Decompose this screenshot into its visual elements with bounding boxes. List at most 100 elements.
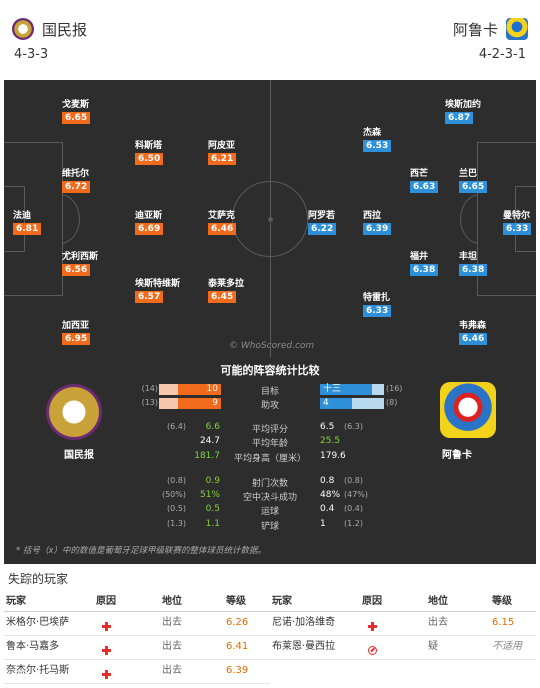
home-player[interactable]: 迪亚斯 6.69 — [135, 211, 164, 235]
home-player[interactable]: 阿皮亚 6.21 — [208, 141, 237, 165]
player-rating: 6.81 — [13, 223, 42, 235]
nacional-crest-icon — [46, 384, 102, 440]
away-team-name[interactable]: 阿鲁卡 — [452, 20, 498, 39]
league-avg-home: (1.3) — [167, 519, 186, 528]
status: 出去 — [428, 617, 448, 628]
away-team-header[interactable]: 阿鲁卡 — [453, 18, 528, 40]
away-player[interactable]: 韦弗森 6.46 — [459, 321, 488, 345]
stat-row-goals: (14) 10 目标 十三 (16) — [4, 384, 536, 397]
rating: 不适用 — [492, 641, 522, 652]
away-player[interactable]: 西芒 6.63 — [410, 166, 439, 193]
arouca-crest-icon — [506, 18, 528, 40]
league-avg-away: (6.3) — [344, 422, 363, 431]
stat-label: 空中决斗成功 — [242, 493, 297, 503]
home-player[interactable]: 法迪 6.81 — [13, 208, 42, 235]
home-player[interactable]: 埃斯特维斯 6.57 — [135, 279, 181, 303]
col-reason[interactable]: 原因 — [362, 596, 382, 607]
table-header: 玩家 原因 地位 等级 — [270, 592, 536, 612]
col-status[interactable]: 地位 — [428, 596, 448, 607]
away-value: 25.5 — [320, 436, 341, 446]
match-header: 国民报 4-3-3 阿鲁卡 4-2-3-1 — [0, 0, 540, 80]
league-avg-home: (14) — [141, 384, 158, 393]
watermark: © WhoScored.com — [229, 341, 315, 351]
missing-players-title: 失踪的玩家 — [8, 572, 69, 586]
player-name[interactable]: 米格尔·巴埃萨 — [6, 617, 70, 628]
player-rating: 6.53 — [363, 140, 392, 152]
away-player[interactable]: 埃斯加约 6.87 — [445, 100, 482, 124]
league-avg-home: (0.5) — [167, 504, 186, 513]
home-player[interactable]: 尤利西斯 6.56 — [62, 252, 99, 276]
stat-row: (6.4) 6.6 平均评分 6.5 (6.3) — [4, 422, 536, 435]
home-value: 24.7 — [199, 436, 220, 446]
home-bar: 9 — [159, 398, 221, 409]
player-name[interactable]: 尼诺·加洛维奇 — [272, 617, 336, 628]
away-value: 0.4 — [320, 504, 335, 514]
home-player[interactable]: 泰莱多拉 6.45 — [208, 279, 245, 303]
away-formation: 4-2-3-1 — [478, 47, 526, 62]
player-name[interactable]: 鲁本·马嘉多 — [6, 641, 60, 652]
league-avg-away: (8) — [386, 398, 398, 407]
col-player[interactable]: 玩家 — [6, 596, 26, 607]
table-row: 鲁本·马嘉多 出去 6.41 — [4, 636, 270, 660]
status: 疑 — [428, 641, 438, 652]
home-team-label: 国民报 — [64, 450, 94, 461]
away-player[interactable]: 西拉 6.39 — [363, 208, 392, 235]
missing-table-away: 玩家 原因 地位 等级 尼诺·加洛维奇 出去 6.15 布莱恩·曼西拉 疑 不适… — [270, 592, 536, 660]
league-avg-away: (1.2) — [344, 519, 363, 528]
away-player[interactable]: 兰巴 6.65 — [459, 166, 488, 193]
away-player[interactable]: 丰坦 6.38 — [459, 249, 488, 276]
status: 出去 — [162, 641, 182, 652]
col-rating[interactable]: 等级 — [492, 596, 512, 607]
away-value: 179.6 — [320, 451, 346, 461]
home-player[interactable]: 戈麦斯 6.65 — [62, 100, 91, 124]
away-value: 6.5 — [320, 422, 335, 432]
col-player[interactable]: 玩家 — [272, 596, 292, 607]
player-rating: 6.33 — [363, 305, 392, 317]
injury-cross-icon — [368, 622, 377, 631]
home-bar: 10 — [159, 384, 221, 395]
col-reason[interactable]: 原因 — [96, 596, 116, 607]
away-player[interactable]: 特雷扎 6.33 — [363, 293, 392, 317]
home-formation: 4-3-3 — [14, 47, 49, 62]
player-rating: 6.69 — [135, 223, 164, 235]
col-status[interactable]: 地位 — [162, 596, 182, 607]
league-avg-home: (13) — [141, 398, 158, 407]
home-player[interactable]: 艾萨克 6.46 — [208, 211, 237, 235]
nacional-crest-icon — [12, 18, 34, 40]
player-name[interactable]: 布莱恩·曼西拉 — [272, 641, 336, 652]
home-player[interactable]: 科斯塔 6.50 — [135, 141, 164, 165]
status: 出去 — [162, 665, 182, 676]
league-avg-home: (0.8) — [167, 476, 186, 485]
league-avg-home: (6.4) — [167, 422, 186, 431]
league-avg-away: (0.4) — [344, 504, 363, 513]
status: 出去 — [162, 617, 182, 628]
pitch: 戈麦斯 6.65 科斯塔 6.50 阿皮亚 6.21 维托尔 6.72 法迪 6… — [4, 80, 536, 358]
home-bar-fill — [177, 384, 221, 395]
away-player[interactable]: 福井 6.38 — [410, 249, 439, 276]
away-player[interactable]: 杰森 6.53 — [363, 125, 392, 152]
injury-cross-icon — [102, 622, 111, 631]
away-player[interactable]: 曼特尔 6.33 — [503, 211, 532, 235]
player-rating: 6.45 — [208, 291, 237, 303]
away-goal-box — [515, 186, 536, 252]
away-value: 4 — [323, 398, 329, 408]
injury-cross-icon — [102, 646, 111, 655]
league-avg-away: (16) — [386, 384, 403, 393]
home-value: 51% — [199, 490, 220, 500]
player-rating: 6.57 — [135, 291, 164, 303]
player-name[interactable]: 奈杰尔·托马斯 — [6, 665, 70, 676]
col-rating[interactable]: 等级 — [226, 596, 246, 607]
center-spot — [268, 217, 273, 222]
home-player[interactable]: 维托尔 6.72 — [62, 169, 91, 193]
away-player[interactable]: 阿罗若 6.22 — [308, 211, 337, 235]
home-player[interactable]: 加西亚 6.95 — [62, 321, 91, 345]
stats-footnote: * 括号（x）中的数值是葡萄牙足球甲级联赛的整体球员统计数据。 — [16, 546, 266, 556]
home-team-name[interactable]: 国民报 — [42, 20, 88, 39]
player-rating: 6.21 — [208, 153, 237, 165]
stat-row: (50%) 51% 空中决斗成功 48% (47%) — [4, 490, 536, 503]
stat-row: 24.7 平均年龄 25.5 — [4, 436, 536, 449]
away-value: 1 — [320, 519, 326, 529]
home-team-header[interactable]: 国民报 — [12, 18, 87, 40]
league-avg-away: (47%) — [344, 490, 369, 499]
lineup-stats-comparison: 可能的阵容统计比较 国民报 阿鲁卡 (14) 10 目标 十三 (16) (13… — [4, 358, 536, 564]
